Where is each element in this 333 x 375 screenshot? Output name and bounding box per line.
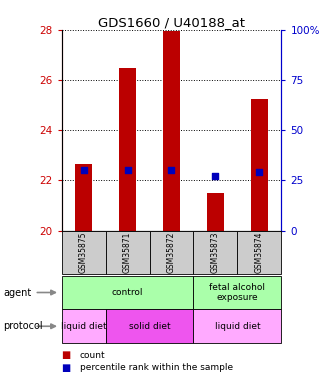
Point (257, 170, 262, 176)
Point (81, 167, 86, 173)
Bar (119, 68, 136, 231)
Bar (193, 309, 281, 343)
Text: agent: agent (3, 288, 32, 297)
Bar (75, 164, 92, 231)
Bar (193, 276, 281, 309)
Text: fetal alcohol
exposure: fetal alcohol exposure (209, 283, 265, 302)
Text: count: count (80, 351, 106, 360)
Bar (150, 231, 193, 274)
Text: GSM35875: GSM35875 (79, 231, 88, 273)
Text: control: control (112, 288, 143, 297)
Text: liquid diet: liquid diet (61, 322, 107, 331)
Point (169, 167, 174, 173)
Bar (62, 231, 106, 274)
Bar (106, 309, 193, 343)
Text: GSM35872: GSM35872 (167, 231, 176, 273)
Point (125, 167, 130, 173)
Title: GDS1660 / U40188_at: GDS1660 / U40188_at (98, 16, 245, 29)
Text: ■: ■ (62, 350, 71, 360)
Bar (62, 276, 193, 309)
Text: liquid diet: liquid diet (214, 322, 260, 331)
Text: percentile rank within the sample: percentile rank within the sample (80, 363, 233, 372)
Bar (163, 31, 180, 231)
Bar (106, 231, 150, 274)
Point (213, 174, 218, 180)
Bar (251, 99, 268, 231)
Text: GSM35871: GSM35871 (123, 231, 132, 273)
Bar (207, 193, 224, 231)
Bar (237, 231, 281, 274)
Text: protocol: protocol (3, 321, 43, 331)
Text: GSM35874: GSM35874 (255, 231, 264, 273)
Bar (193, 231, 237, 274)
Bar (62, 309, 106, 343)
Text: solid diet: solid diet (129, 322, 170, 331)
Text: GSM35873: GSM35873 (211, 231, 220, 273)
Text: ■: ■ (62, 363, 71, 372)
